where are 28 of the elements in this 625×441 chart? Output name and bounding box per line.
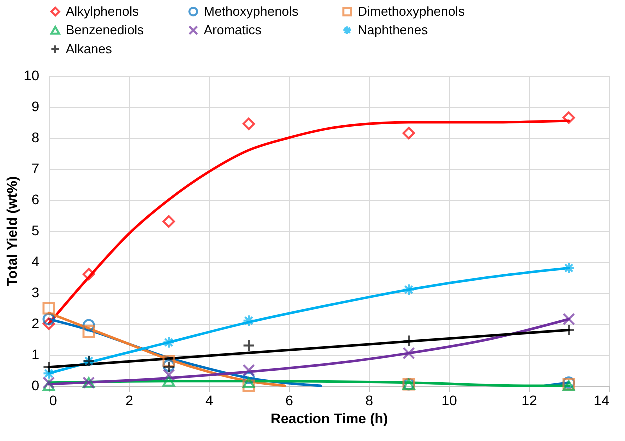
y-tick-label: 3 xyxy=(32,284,40,300)
legend-label: Naphthenes xyxy=(358,22,429,38)
y-tick-label: 2 xyxy=(32,316,40,332)
x-tick-label: 8 xyxy=(366,392,374,408)
y-tick-label: 7 xyxy=(32,160,40,176)
x-axis-title: Reaction Time (h) xyxy=(270,410,388,426)
y-tick-label: 1 xyxy=(32,346,40,362)
x-tick-label: 12 xyxy=(522,392,538,408)
y-tick-label: 9 xyxy=(32,98,40,114)
x-tick-label: 4 xyxy=(206,392,214,408)
y-tick-label: 5 xyxy=(32,222,40,238)
y-tick-label: 8 xyxy=(32,130,40,146)
legend-label: Benzenediols xyxy=(66,22,145,38)
x-tick-label: 14 xyxy=(594,392,610,408)
x-tick-label: 2 xyxy=(126,392,134,408)
legend-label: Dimethoxyphenols xyxy=(358,4,466,19)
y-tick-label: 6 xyxy=(32,192,40,208)
legend-label: Aromatics xyxy=(204,22,262,38)
x-tick-label: 10 xyxy=(442,392,458,408)
x-tick-label: 6 xyxy=(286,392,294,408)
y-axis-title: Total Yield (wt%) xyxy=(4,176,20,287)
y-tick-label: 10 xyxy=(24,68,40,84)
y-tick-label: 4 xyxy=(32,254,40,270)
x-tick-label: 0 xyxy=(50,392,58,408)
legend-label: Methoxyphenols xyxy=(204,4,300,19)
y-tick-label: 0 xyxy=(32,378,40,394)
legend-label: Alkylphenols xyxy=(66,4,140,19)
legend-label: Alkanes xyxy=(66,42,113,56)
